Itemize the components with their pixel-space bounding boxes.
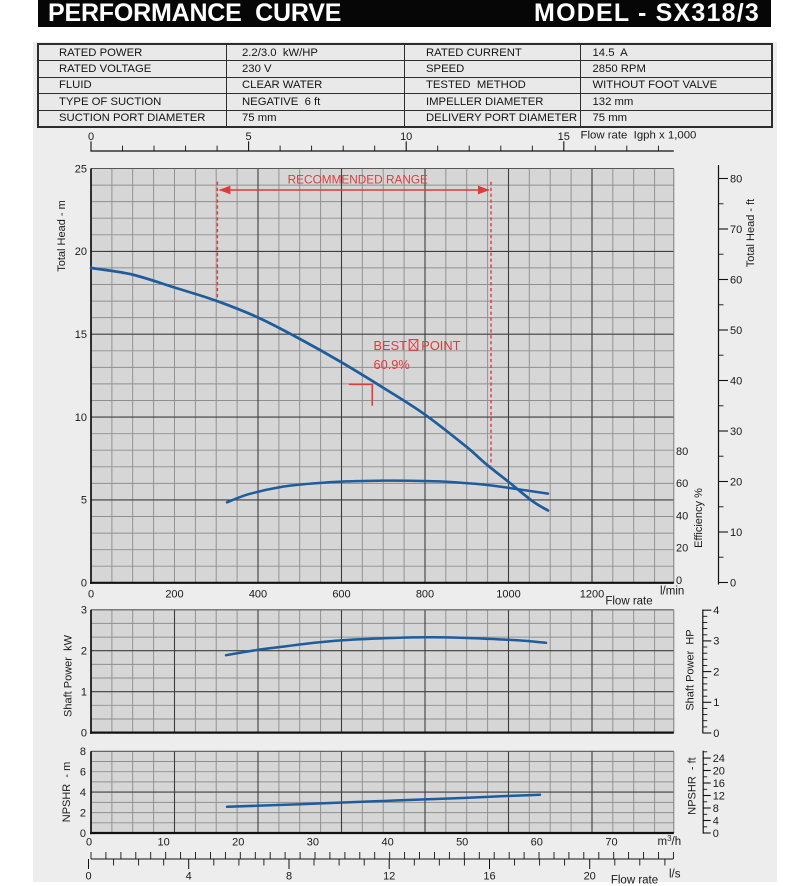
svg-text:80: 80 — [730, 173, 742, 185]
svg-text:80: 80 — [676, 446, 688, 458]
svg-text:20: 20 — [584, 871, 596, 883]
svg-text:6: 6 — [80, 767, 86, 779]
svg-text:1: 1 — [713, 697, 719, 709]
svg-text:Efficiency %: Efficiency % — [693, 488, 705, 548]
svg-text:8: 8 — [80, 746, 86, 758]
svg-text:20: 20 — [75, 246, 87, 258]
svg-text:BEST: BEST — [374, 338, 408, 353]
svg-text:NPSHR - ft: NPSHR - ft — [687, 757, 699, 814]
svg-text:4: 4 — [80, 787, 86, 799]
svg-text:0: 0 — [730, 577, 736, 589]
svg-text:0: 0 — [86, 837, 92, 849]
svg-text:60: 60 — [730, 274, 742, 286]
svg-text:0: 0 — [676, 575, 682, 587]
svg-text:3: 3 — [713, 636, 719, 648]
svg-text:800: 800 — [416, 589, 434, 601]
svg-text:Flow rate: Flow rate — [611, 875, 658, 886]
svg-text:4: 4 — [186, 871, 192, 883]
svg-text:NPSHR - m: NPSHR - m — [61, 762, 73, 823]
svg-text:0: 0 — [81, 578, 87, 590]
svg-text:Total Head - m: Total Head - m — [56, 200, 68, 272]
svg-text:20: 20 — [676, 543, 688, 555]
svg-text:40: 40 — [676, 510, 688, 522]
svg-text:2: 2 — [81, 646, 87, 658]
svg-text:70: 70 — [730, 224, 742, 236]
svg-text:4: 4 — [713, 815, 719, 827]
svg-text:0: 0 — [81, 727, 87, 739]
svg-text:Flow rate Igph x 1,000: Flow rate Igph x 1,000 — [581, 130, 697, 142]
svg-text:600: 600 — [332, 589, 350, 601]
svg-text:1: 1 — [81, 687, 87, 699]
svg-text:8: 8 — [286, 871, 292, 883]
svg-text:Flow rate: Flow rate — [605, 596, 652, 608]
svg-text:20: 20 — [713, 765, 725, 777]
svg-text:25: 25 — [75, 163, 87, 175]
svg-text:0: 0 — [80, 828, 86, 840]
svg-text:70: 70 — [605, 837, 617, 849]
svg-text:3: 3 — [81, 605, 87, 617]
svg-text:0: 0 — [85, 871, 91, 883]
svg-text:60: 60 — [676, 478, 688, 490]
svg-text:60.9%: 60.9% — [374, 357, 410, 372]
svg-text:12: 12 — [713, 790, 725, 802]
svg-text:20: 20 — [232, 837, 244, 849]
svg-text:4: 4 — [713, 605, 719, 617]
svg-text:60: 60 — [531, 837, 543, 849]
svg-text:400: 400 — [249, 589, 267, 601]
svg-text:50: 50 — [456, 837, 468, 849]
svg-text:30: 30 — [730, 426, 742, 438]
svg-text:10: 10 — [730, 527, 742, 539]
svg-text:10: 10 — [75, 412, 87, 424]
svg-text:40: 40 — [730, 375, 742, 387]
svg-text:2: 2 — [80, 807, 86, 819]
svg-text:0: 0 — [713, 828, 719, 840]
svg-text:l/min: l/min — [660, 586, 684, 598]
svg-text:16: 16 — [483, 871, 495, 883]
svg-text:15: 15 — [558, 131, 570, 143]
svg-text:8: 8 — [713, 803, 719, 815]
svg-text:POINT: POINT — [421, 338, 460, 353]
svg-text:24: 24 — [713, 753, 725, 765]
svg-text:1000: 1000 — [496, 589, 520, 601]
svg-text:5: 5 — [246, 131, 252, 143]
svg-text:15: 15 — [75, 329, 87, 341]
svg-text:200: 200 — [165, 589, 183, 601]
svg-text:0: 0 — [88, 131, 94, 143]
svg-text:Total Head - ft: Total Head - ft — [745, 199, 757, 267]
svg-text:0: 0 — [713, 728, 719, 740]
svg-text:20: 20 — [730, 476, 742, 488]
svg-text:2: 2 — [713, 666, 719, 678]
svg-text:l/s: l/s — [669, 869, 681, 881]
svg-text:Shaft Power kW: Shaft Power kW — [63, 634, 75, 717]
svg-text:RECOMMENDED RANGE: RECOMMENDED RANGE — [288, 173, 428, 187]
svg-text:12: 12 — [383, 871, 395, 883]
svg-text:40: 40 — [381, 837, 393, 849]
svg-text:10: 10 — [157, 837, 169, 849]
svg-text:m3/h: m3/h — [658, 834, 682, 848]
svg-text:Shaft Power HP: Shaft Power HP — [685, 629, 697, 710]
svg-text:5: 5 — [81, 495, 87, 507]
svg-text:0: 0 — [88, 589, 94, 601]
svg-text:1200: 1200 — [580, 589, 604, 601]
svg-text:10: 10 — [400, 131, 412, 143]
svg-text:30: 30 — [307, 837, 319, 849]
svg-text:16: 16 — [713, 778, 725, 790]
svg-text:50: 50 — [730, 325, 742, 337]
